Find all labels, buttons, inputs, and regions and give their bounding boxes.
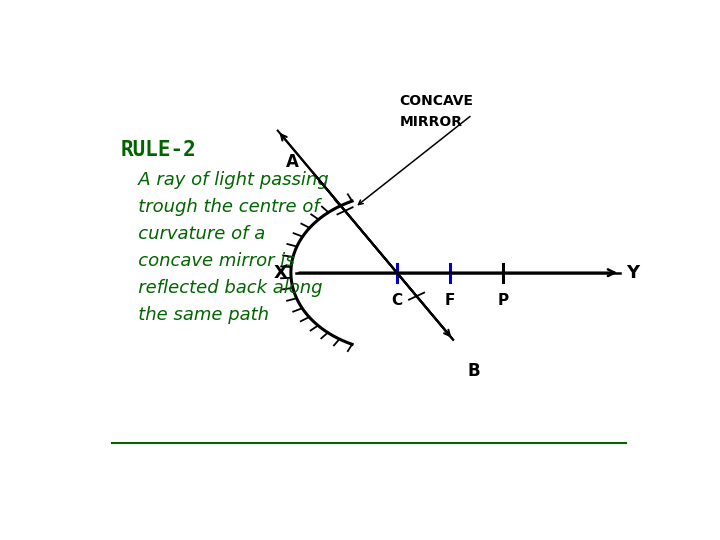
Text: MIRROR: MIRROR bbox=[400, 115, 463, 129]
Text: C: C bbox=[392, 293, 402, 308]
Text: B: B bbox=[468, 362, 480, 380]
Text: A: A bbox=[287, 153, 300, 171]
Text: F: F bbox=[445, 293, 455, 308]
Text: CONCAVE: CONCAVE bbox=[400, 94, 474, 109]
Text: RULE-2: RULE-2 bbox=[121, 140, 197, 160]
Text: Y: Y bbox=[626, 264, 639, 282]
Text: X: X bbox=[274, 264, 287, 282]
Text: P: P bbox=[498, 293, 508, 308]
Text: A ray of light passing
   trough the centre of
   curvature of a
   concave mirr: A ray of light passing trough the centre… bbox=[121, 171, 328, 325]
